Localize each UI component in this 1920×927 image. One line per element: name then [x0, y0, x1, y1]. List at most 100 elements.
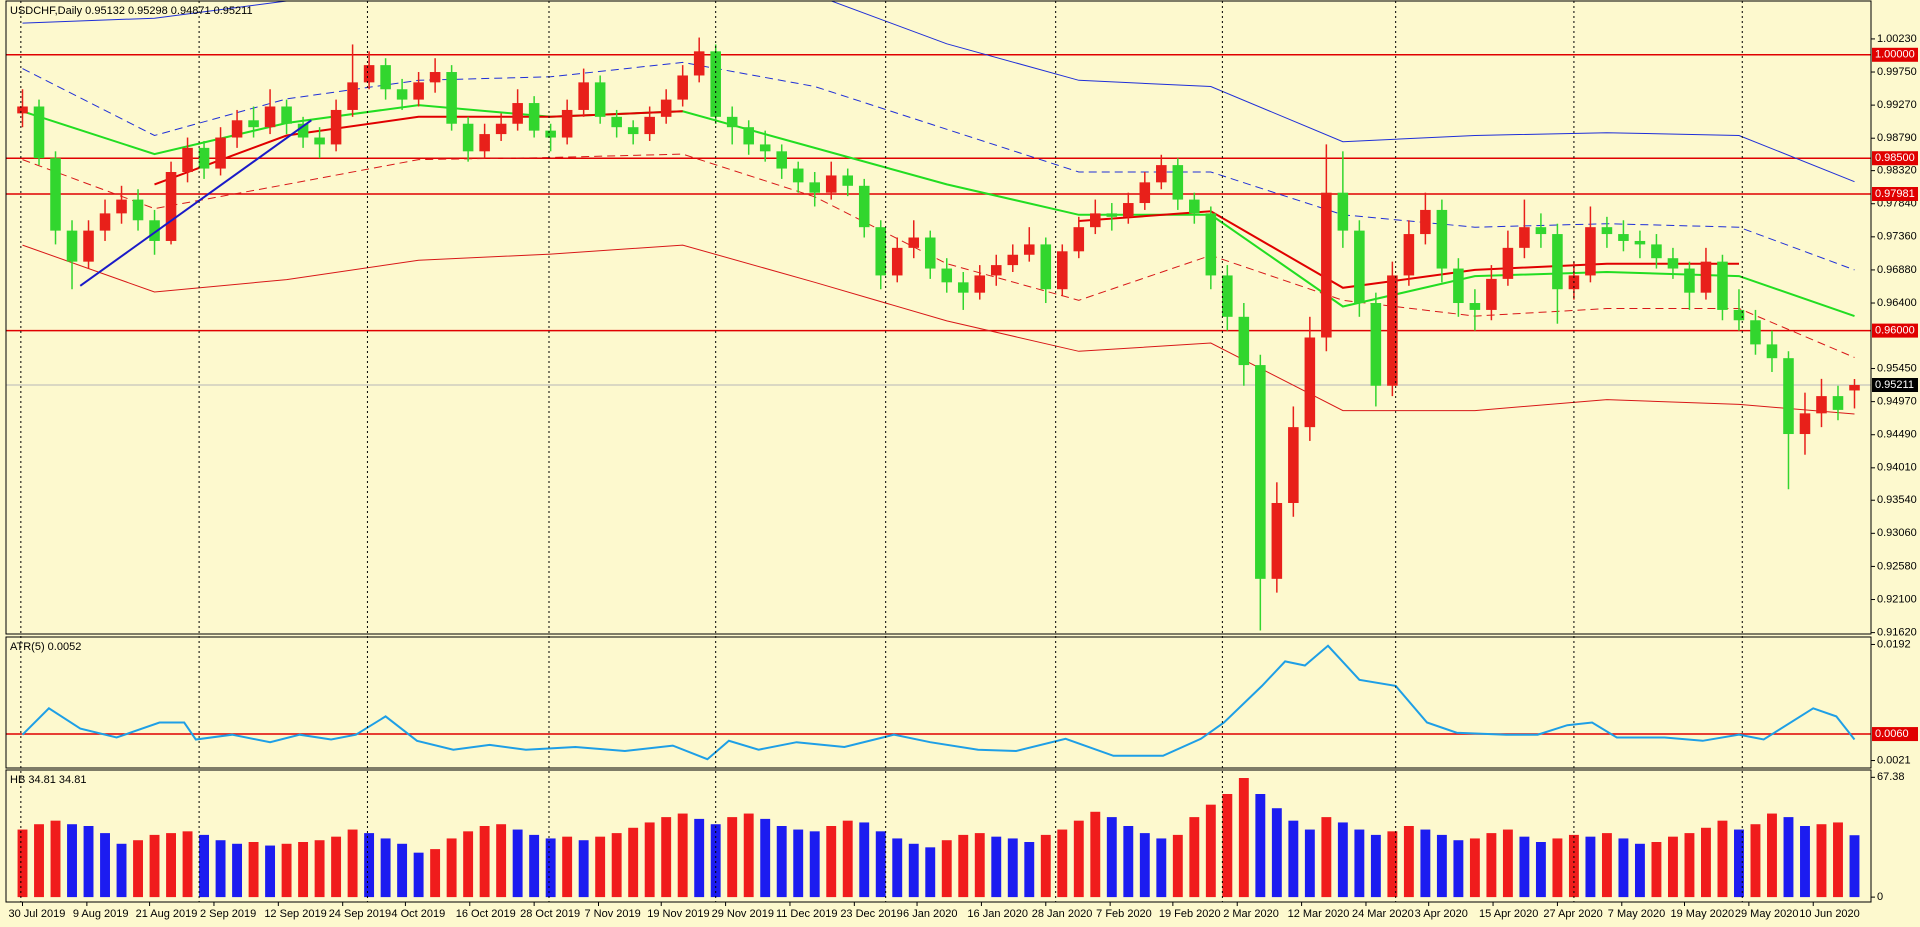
histogram-bar [1403, 826, 1414, 898]
x-tick-label: 6 Jan 2020 [903, 908, 957, 920]
histogram-bar [1469, 838, 1480, 898]
x-tick-label: 12 Sep 2019 [264, 908, 326, 920]
candle-body [116, 199, 127, 214]
indicator-line [22, 244, 1855, 415]
histogram-bar [925, 847, 936, 898]
histogram-bar [826, 826, 837, 898]
y-tick-label: 0.96880 [1877, 264, 1917, 276]
candle-body [1255, 365, 1266, 579]
y-tick-label: 0.91620 [1877, 627, 1917, 639]
histogram-bar [628, 827, 639, 898]
candle-body [1172, 165, 1184, 200]
histogram-bar [1734, 829, 1744, 898]
candle-body [396, 89, 408, 100]
candle-body [198, 147, 210, 169]
y-tick-label: 1.00230 [1877, 33, 1917, 45]
level-label: 0.97981 [1875, 188, 1915, 200]
candle-body [1634, 240, 1646, 245]
candle-body [726, 116, 738, 128]
candle-body [743, 127, 754, 145]
candle-body [1717, 261, 1728, 310]
x-tick-label: 2 Mar 2020 [1223, 908, 1279, 920]
candle-body [1271, 502, 1283, 579]
histogram-bar [1717, 820, 1728, 898]
candle-body [1601, 227, 1613, 235]
x-tick-label: 23 Dec 2019 [840, 908, 902, 920]
trend-line [79, 119, 312, 287]
candle-body [1205, 213, 1217, 276]
x-tick-label: 16 Jan 2020 [967, 908, 1028, 920]
histogram-bar [1849, 835, 1860, 898]
candle-body [1288, 427, 1299, 503]
level-label-box [1872, 727, 1918, 742]
y-tick-label: 0.94010 [1877, 462, 1917, 474]
candle-body [1453, 268, 1464, 304]
histogram-bar [958, 834, 969, 898]
histogram-bar [100, 833, 110, 898]
y-tick-label: 0.99750 [1877, 66, 1917, 78]
indicator-line [22, 104, 1855, 318]
level-label: 0.96000 [1875, 325, 1915, 337]
candle-body [842, 175, 854, 186]
level-label-box [1872, 47, 1918, 62]
histogram-bar [710, 824, 721, 898]
candle-body [908, 237, 920, 248]
y-tick-label: 0.0021 [1877, 754, 1911, 766]
candle-body [1733, 309, 1745, 321]
histogram-bar [1172, 834, 1183, 898]
histogram-bar [611, 833, 622, 898]
panel-1 [6, 644, 1871, 761]
histogram-bar [760, 818, 771, 898]
candle-body [776, 151, 787, 169]
histogram-bar [644, 822, 655, 898]
histogram-bar [793, 829, 804, 898]
histogram-bar [1123, 826, 1134, 898]
candle-body [1535, 227, 1547, 235]
histogram-bar [1453, 840, 1464, 898]
y-tick-label: 0 [1877, 891, 1883, 903]
histogram-bar [1585, 836, 1596, 898]
candle-body [858, 185, 870, 228]
candle-body [1123, 203, 1134, 217]
histogram-bar [1816, 824, 1827, 898]
candle-body [693, 51, 705, 76]
candle-body [1618, 234, 1629, 241]
y-tick-label: 0.92100 [1877, 593, 1917, 605]
x-tick-label: 9 Aug 2019 [73, 908, 129, 920]
candle-body [50, 158, 61, 231]
histogram-bar [413, 852, 424, 898]
histogram-bar [380, 838, 391, 898]
x-tick-label: 10 Jun 2020 [1799, 908, 1860, 920]
candle-body [594, 82, 606, 117]
histogram-bar [1420, 829, 1431, 898]
histogram-bar [1651, 842, 1662, 898]
histogram-bar [1337, 822, 1348, 898]
histogram-bar [1288, 820, 1299, 898]
histogram-bar [1304, 829, 1315, 898]
histogram-bar [661, 817, 672, 898]
candle-body [644, 116, 655, 135]
candle-body [1766, 344, 1778, 359]
histogram-bar [430, 849, 441, 898]
candle-body [1799, 413, 1811, 435]
candle-body [528, 103, 540, 131]
x-tick-label: 24 Sep 2019 [329, 908, 391, 920]
histogram-bar [265, 845, 276, 898]
x-tick-label: 7 Feb 2020 [1096, 908, 1152, 920]
histogram-bar [1238, 778, 1249, 898]
indicator-line [22, 153, 1855, 358]
x-tick-label: 28 Jan 2020 [1032, 908, 1093, 920]
histogram-bar [1354, 829, 1365, 898]
x-tick-label: 19 May 2020 [1671, 908, 1735, 920]
histogram-bar [1701, 827, 1711, 898]
histogram-bar [1552, 838, 1563, 898]
candle-body [479, 134, 490, 152]
candle-body [380, 65, 391, 90]
histogram-bar [1189, 817, 1200, 898]
panel-title: HB 34.81 34.81 [10, 774, 86, 786]
level-label-box [1872, 187, 1918, 202]
histogram-bar [298, 842, 309, 898]
histogram-bar [1090, 811, 1101, 898]
candle-body [1321, 192, 1332, 338]
